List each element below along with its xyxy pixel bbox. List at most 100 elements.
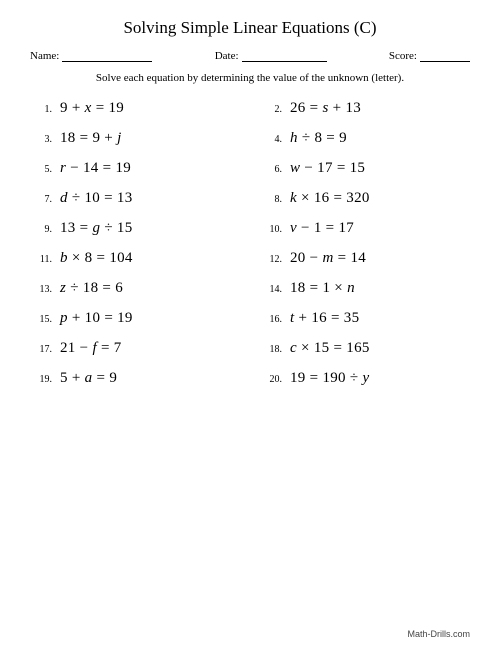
problem: 14. 18 = 1 × n xyxy=(260,280,470,297)
problem: 12. 20 − m = 14 xyxy=(260,250,470,267)
equation-part: − 14 = 19 xyxy=(66,160,131,176)
page-title: Solving Simple Linear Equations (C) xyxy=(30,18,470,38)
problem: 18. c × 15 = 165 xyxy=(260,340,470,357)
equation-variable: h xyxy=(290,130,298,146)
equation-part: = 14 xyxy=(334,250,366,266)
equation-part: = 19 xyxy=(92,100,124,116)
footer-text: Math-Drills.com xyxy=(407,629,470,639)
equation-part: × 8 = 104 xyxy=(68,250,133,266)
equation: 9 + x = 19 xyxy=(60,100,124,117)
equation-variable: b xyxy=(60,250,68,266)
problem-number: 20. xyxy=(260,374,282,385)
equation-part: + 10 = 19 xyxy=(68,310,133,326)
date-field: Date: xyxy=(215,50,327,62)
problem-number: 6. xyxy=(260,164,282,175)
equation-part: + 13 xyxy=(329,100,361,116)
instruction-text: Solve each equation by determining the v… xyxy=(30,72,470,84)
equation-part: 26 = xyxy=(290,100,322,116)
equation: b × 8 = 104 xyxy=(60,250,133,267)
problem-number: 17. xyxy=(30,344,52,355)
equation: 18 = 9 + j xyxy=(60,130,122,147)
problem: 20. 19 = 190 ÷ y xyxy=(260,370,470,387)
name-label: Name: xyxy=(30,50,59,62)
equation: k × 16 = 320 xyxy=(290,190,370,207)
equation-variable: d xyxy=(60,190,68,206)
equation-part: = 7 xyxy=(97,340,122,356)
problem-number: 2. xyxy=(260,104,282,115)
equation-part: ÷ 8 = 9 xyxy=(298,130,347,146)
problem-number: 14. xyxy=(260,284,282,295)
equation-variable: n xyxy=(347,280,355,296)
problem-number: 11. xyxy=(30,254,52,265)
equation: d ÷ 10 = 13 xyxy=(60,190,133,207)
equation: 20 − m = 14 xyxy=(290,250,366,267)
equation: 19 = 190 ÷ y xyxy=(290,370,369,387)
problem-number: 10. xyxy=(260,224,282,235)
equation-part: ÷ 18 = 6 xyxy=(66,280,123,296)
equation: w − 17 = 15 xyxy=(290,160,365,177)
problem: 15. p + 10 = 19 xyxy=(30,310,240,327)
equation: 21 − f = 7 xyxy=(60,340,122,357)
problem: 11. b × 8 = 104 xyxy=(30,250,240,267)
equation: z ÷ 18 = 6 xyxy=(60,280,123,297)
problem-number: 15. xyxy=(30,314,52,325)
problem: 2. 26 = s + 13 xyxy=(260,100,470,117)
problem: 5. r − 14 = 19 xyxy=(30,160,240,177)
date-label: Date: xyxy=(215,50,239,62)
problem: 7. d ÷ 10 = 13 xyxy=(30,190,240,207)
equation: 5 + a = 9 xyxy=(60,370,117,387)
equation-variable: y xyxy=(363,370,370,386)
date-blank xyxy=(242,50,327,62)
equation-part: − 1 = 17 xyxy=(297,220,354,236)
equation-part: 18 = 1 × xyxy=(290,280,347,296)
problem: 3. 18 = 9 + j xyxy=(30,130,240,147)
header-row: Name: Date: Score: xyxy=(30,50,470,62)
equation-part: ÷ 10 = 13 xyxy=(68,190,133,206)
equation-part: 9 + xyxy=(60,100,85,116)
problem-number: 18. xyxy=(260,344,282,355)
equation-part: 20 − xyxy=(290,250,322,266)
equation: t + 16 = 35 xyxy=(290,310,359,327)
score-blank xyxy=(420,50,470,62)
equation-part: 18 = 9 + xyxy=(60,130,117,146)
problem-number: 19. xyxy=(30,374,52,385)
problem: 16. t + 16 = 35 xyxy=(260,310,470,327)
problem-number: 16. xyxy=(260,314,282,325)
equation: h ÷ 8 = 9 xyxy=(290,130,347,147)
equation-variable: j xyxy=(117,130,121,146)
problem: 9.13 = g ÷ 15 xyxy=(30,220,240,237)
equation-part: 5 + xyxy=(60,370,85,386)
problem: 6. w − 17 = 15 xyxy=(260,160,470,177)
equation: c × 15 = 165 xyxy=(290,340,370,357)
equation-part: + 16 = 35 xyxy=(294,310,359,326)
equation-part: − 17 = 15 xyxy=(300,160,365,176)
name-field: Name: xyxy=(30,50,152,62)
equation-variable: m xyxy=(322,250,333,266)
equation: 26 = s + 13 xyxy=(290,100,361,117)
problem-number: 5. xyxy=(30,164,52,175)
problem: 13. z ÷ 18 = 6 xyxy=(30,280,240,297)
equation-part: × 15 = 165 xyxy=(297,340,370,356)
equation-variable: c xyxy=(290,340,297,356)
problem-number: 7. xyxy=(30,194,52,205)
problem-number: 13. xyxy=(30,284,52,295)
equation-part: 13 = xyxy=(60,220,92,236)
equation-part: × 16 = 320 xyxy=(297,190,370,206)
equation-variable: v xyxy=(290,220,297,236)
problem: 19. 5 + a = 9 xyxy=(30,370,240,387)
problem: 4. h ÷ 8 = 9 xyxy=(260,130,470,147)
equation-part: 21 − xyxy=(60,340,92,356)
equation-variable: p xyxy=(60,310,68,326)
problem-number: 4. xyxy=(260,134,282,145)
equation-variable: x xyxy=(85,100,92,116)
equation-variable: w xyxy=(290,160,300,176)
equation-part: = 9 xyxy=(92,370,117,386)
problem: 10. v − 1 = 17 xyxy=(260,220,470,237)
equation: r − 14 = 19 xyxy=(60,160,131,177)
equation-part: 19 = 190 ÷ xyxy=(290,370,363,386)
equation: p + 10 = 19 xyxy=(60,310,133,327)
problem-number: 3. xyxy=(30,134,52,145)
problem: 17. 21 − f = 7 xyxy=(30,340,240,357)
problem-number: 12. xyxy=(260,254,282,265)
problem-number: 1. xyxy=(30,104,52,115)
